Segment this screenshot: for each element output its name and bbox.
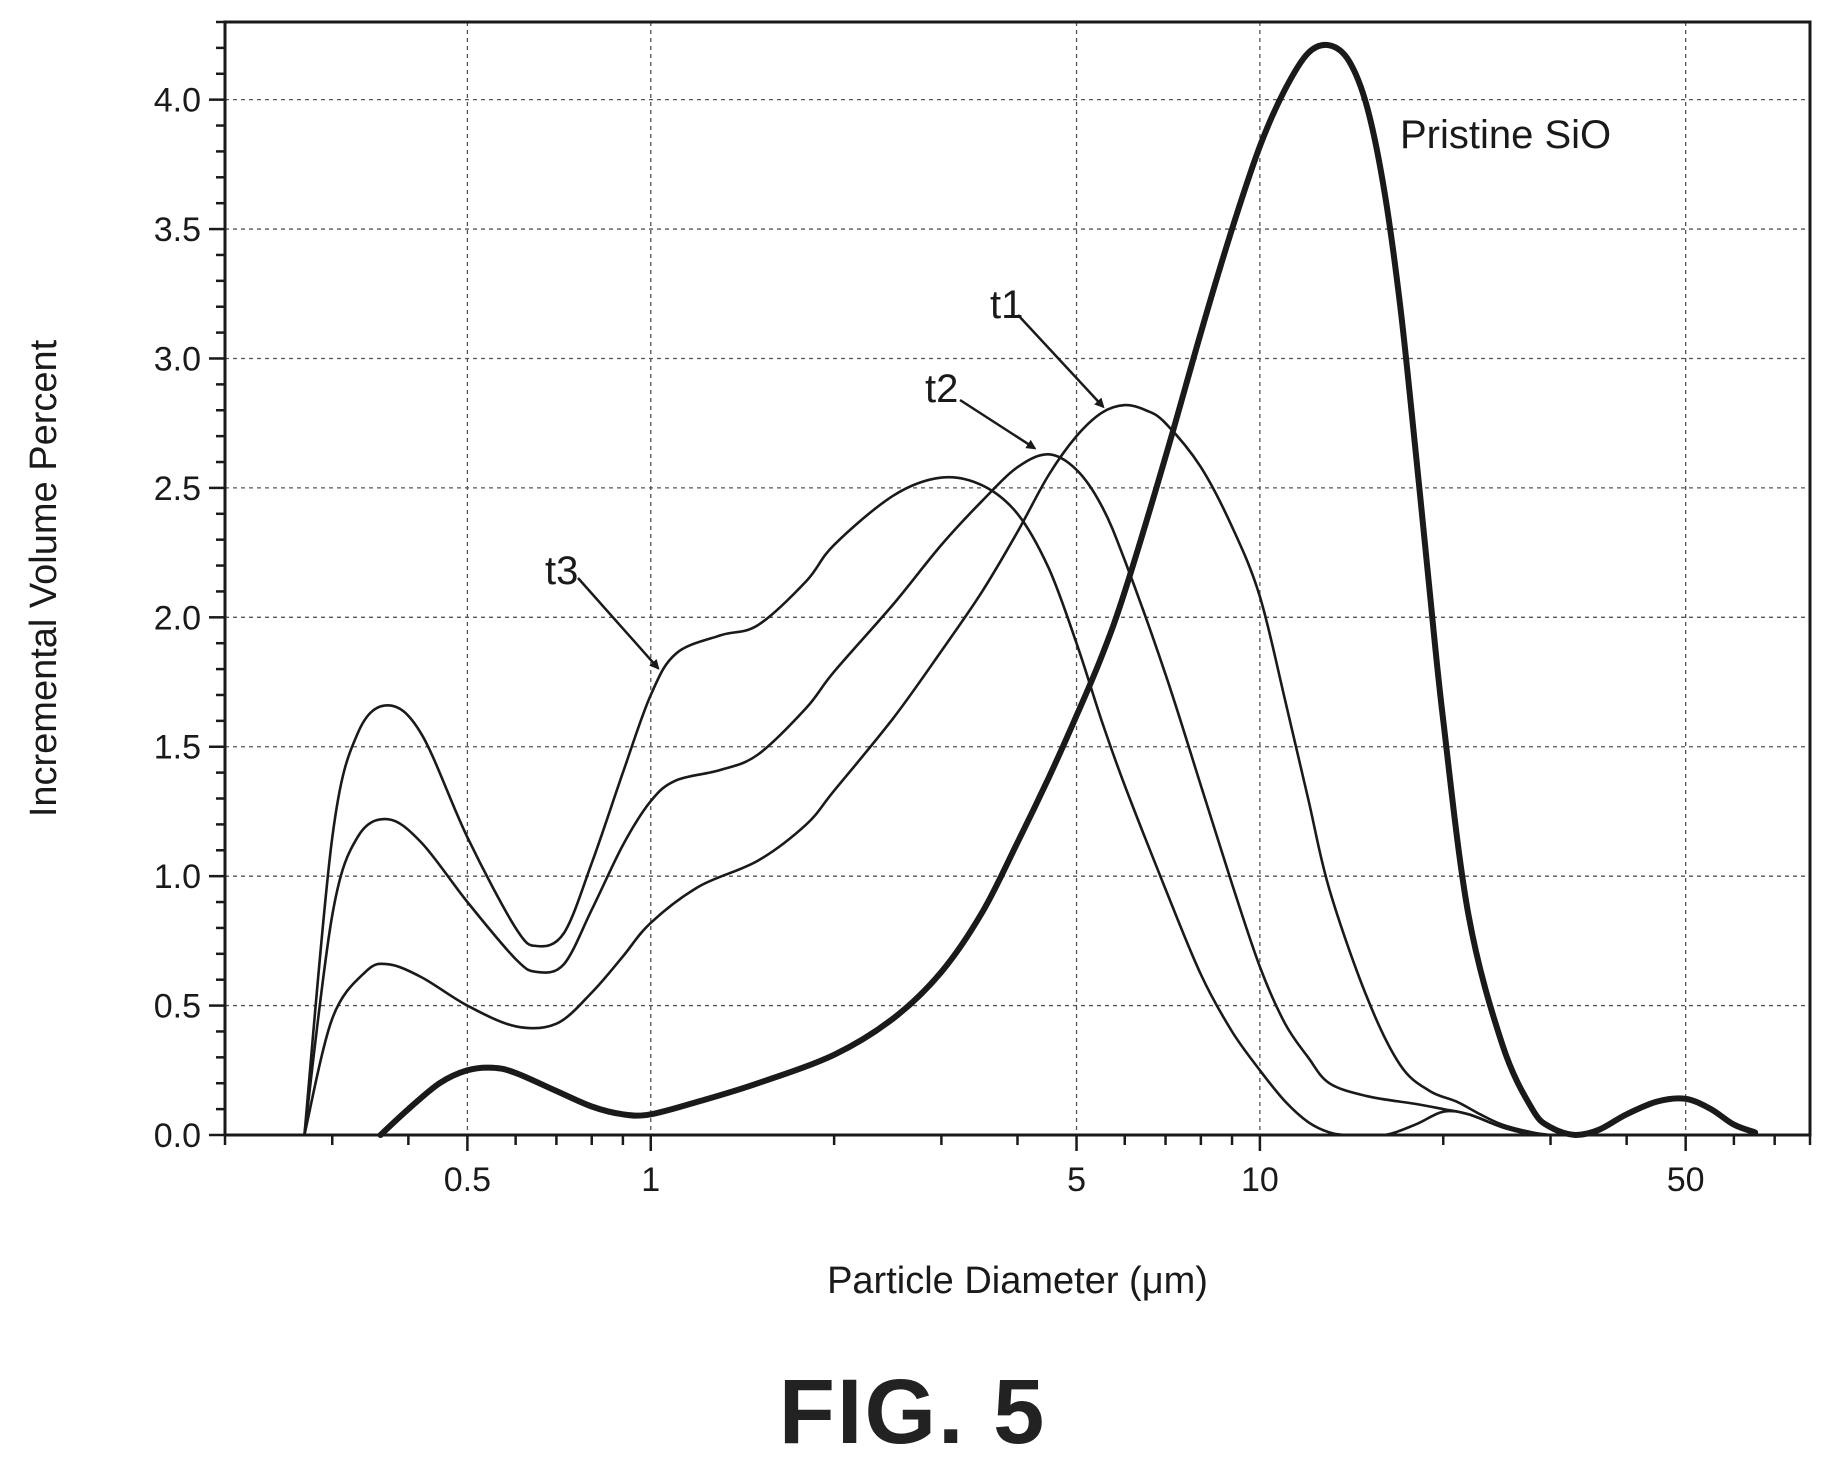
grid <box>225 22 1810 1135</box>
annotation-arrow <box>959 398 1037 450</box>
annotation-arrow <box>577 577 660 670</box>
series-lines <box>303 41 1759 1138</box>
figure-label: FIG. 5 <box>778 1361 1047 1463</box>
x-axis-title: Particle Diameter (μm) <box>827 1260 1208 1302</box>
x-tick-label: 1 <box>641 1161 660 1199</box>
annotation-pristine-sio: Pristine SiO <box>1400 113 1611 157</box>
y-tick-label: 1.5 <box>154 729 201 767</box>
y-tick-label: 2.0 <box>154 599 201 637</box>
y-tick-label: 1.0 <box>154 858 201 896</box>
y-tick-label: 0.5 <box>154 988 201 1026</box>
series-line-t1 <box>303 403 1552 1137</box>
annotation-t3: t3 <box>545 549 578 593</box>
tick-labels: 0.5 1 5 10 50 0.0 0.5 1.0 1.5 2.0 2.5 3.0 3.5 4.0 <box>154 82 1705 1199</box>
x-tick-label: 5 <box>1067 1161 1086 1199</box>
y-axis-title: Incremental Volume Percent <box>23 339 65 817</box>
annotation-arrow <box>1017 314 1105 409</box>
series-line-t3 <box>303 475 1534 1137</box>
annotation-t1: t1 <box>990 283 1023 327</box>
annotations: Pristine SiO t1 t2 t3 <box>545 113 1611 670</box>
y-tick-label: 2.5 <box>154 470 201 508</box>
y-tick-label: 3.0 <box>154 340 201 378</box>
y-tick-label: 4.0 <box>154 82 201 120</box>
x-tick-label: 0.5 <box>444 1161 491 1199</box>
series-line-pristine-sio <box>377 41 1759 1138</box>
annotation-t2: t2 <box>925 367 958 411</box>
series-line-t2 <box>303 452 1534 1137</box>
axis-ticks <box>209 20 1812 1151</box>
plot-frame <box>223 20 1812 1137</box>
x-tick-label: 50 <box>1667 1161 1705 1199</box>
y-tick-label: 3.5 <box>154 211 201 249</box>
x-tick-label: 10 <box>1241 1161 1279 1199</box>
y-tick-label: 0.0 <box>154 1117 201 1155</box>
